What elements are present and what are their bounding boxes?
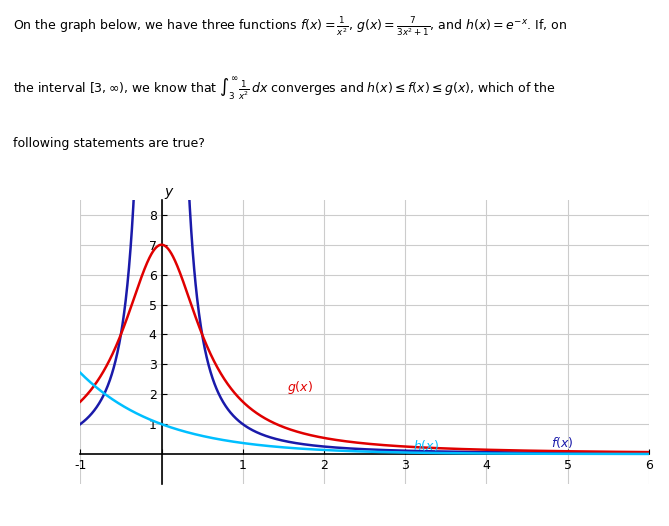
Text: $h(x)$: $h(x)$: [413, 439, 440, 453]
Text: $f(x)$: $f(x)$: [551, 436, 574, 450]
Text: $g(x)$: $g(x)$: [288, 379, 314, 396]
Text: following statements are true?: following statements are true?: [13, 137, 205, 150]
Text: the interval $[3, \infty)$, we know that $\int_3^{\infty} \frac{1}{x^2}\, dx$ co: the interval $[3, \infty)$, we know that…: [13, 76, 556, 104]
Text: $y$: $y$: [165, 186, 175, 201]
Text: On the graph below, we have three functions $f(x) = \frac{1}{x^2}$, $g(x) = \fra: On the graph below, we have three functi…: [13, 16, 568, 39]
